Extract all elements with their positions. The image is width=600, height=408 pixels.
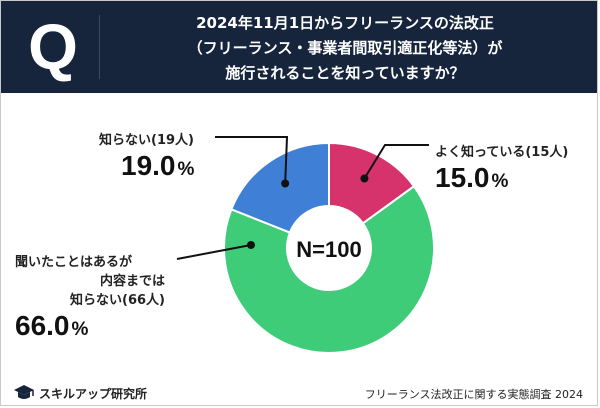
label-yoku-text: よく知っている(15人) xyxy=(435,145,569,160)
donut-chart: N=100 xyxy=(176,136,435,354)
label-kiita-line-1: 聞いたことはあるが xyxy=(15,255,133,270)
shiranai-leader-line xyxy=(215,136,289,184)
brand-name: スキルアップ研究所 xyxy=(39,386,148,401)
yoku-leader-line xyxy=(363,144,429,180)
label-kiita-line-3: 知らない(66人) xyxy=(70,293,165,308)
slice-shiranai xyxy=(230,141,330,234)
label-yoku-pct: 15.0% xyxy=(435,162,509,193)
question-line-1: 2024年11月1日からフリーランスの法改正 xyxy=(196,14,494,32)
header-divider xyxy=(99,15,100,79)
label-kiita-pct: 66.0% xyxy=(15,310,89,341)
q-badge: Q xyxy=(28,11,78,83)
label-shiranai-pct: 19.0% xyxy=(121,150,195,181)
footer: スキルアップ研究所 フリーランス法改正に関する実態調査 2024 xyxy=(1,376,597,406)
label-kiita-line-2: 内容までは xyxy=(99,274,165,289)
graduation-cap-icon xyxy=(14,385,34,399)
label-kiita: 聞いたことはあるが 内容までは 知らない(66人) 66.0% xyxy=(15,253,165,346)
yoku-leader-dot xyxy=(360,174,369,183)
center-label: N=100 xyxy=(296,237,361,262)
question-header: Q 2024年11月1日からフリーランスの法改正 （フリーランス・事業者間取引適… xyxy=(1,1,597,93)
label-shiranai: 知らない(19人) 19.0% xyxy=(99,131,194,186)
label-shiranai-text: 知らない(19人) xyxy=(99,133,194,148)
question-line-2: （フリーランス・事業者間取引適正化等法）が xyxy=(187,39,503,57)
kiita-leader-dot xyxy=(247,241,255,249)
question-title: 2024年11月1日からフリーランスの法改正 （フリーランス・事業者間取引適正化… xyxy=(105,11,585,86)
survey-title: フリーランス法改正に関する実態調査 2024 xyxy=(364,388,583,401)
brand: スキルアップ研究所 xyxy=(13,384,147,402)
kiita-leader-line xyxy=(176,244,252,260)
label-yoku: よく知っている(15人) 15.0% xyxy=(435,143,568,198)
question-line-3: 施行されることを知っていますか？ xyxy=(225,64,465,82)
shiranai-leader-dot xyxy=(281,179,290,188)
